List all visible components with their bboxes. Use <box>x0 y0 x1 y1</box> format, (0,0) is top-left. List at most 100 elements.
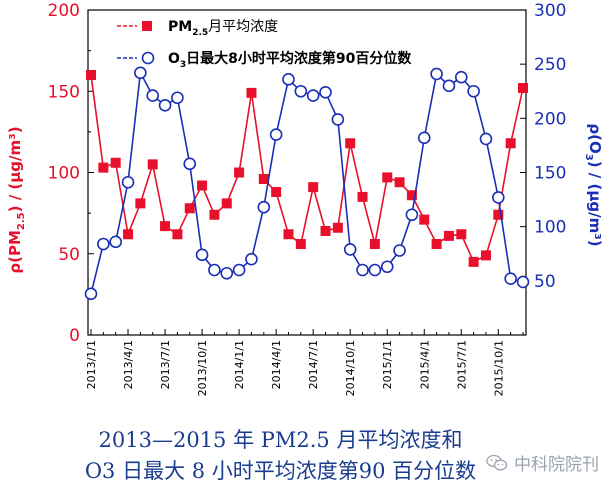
watermark: 中科院院刊 <box>486 450 599 475</box>
data-point <box>417 131 431 145</box>
data-point <box>504 272 517 285</box>
data-point <box>320 226 331 236</box>
x-tick-label: 2013/4/1 <box>122 340 135 389</box>
legend-pm-label: PM2.5月平均浓度 <box>168 19 278 38</box>
right-tick-label: 200 <box>534 109 566 129</box>
left-axis-title-sub: 2.5 <box>16 212 27 230</box>
data-point <box>109 235 122 249</box>
data-point <box>331 113 345 126</box>
data-point <box>467 84 480 98</box>
data-point <box>97 237 110 251</box>
data-point <box>493 209 504 220</box>
data-point <box>468 256 479 267</box>
data-point <box>220 266 234 280</box>
data-point <box>172 229 183 240</box>
right-axis-title-suffix: ) / (μg/m³) <box>586 161 604 247</box>
data-point <box>282 73 295 86</box>
x-tick-label: 2014/4/1 <box>270 340 283 389</box>
data-point <box>121 175 135 189</box>
data-point <box>332 222 343 233</box>
x-tick-label: 2014/10/1 <box>344 340 357 396</box>
data-point <box>306 89 320 102</box>
data-point <box>147 159 158 170</box>
x-tick-label: 2013/1/1 <box>85 340 98 389</box>
data-point <box>369 239 380 249</box>
data-point <box>492 191 505 204</box>
data-point <box>516 275 530 289</box>
data-point <box>368 263 382 277</box>
left-axis-title: ρ(PM2.5) / (μg/m³) <box>6 126 27 273</box>
data-point <box>431 239 442 249</box>
data-point <box>319 86 332 99</box>
caption-line-2: O3 日最大 8 小时平均浓度第90 百分位数 <box>84 459 477 483</box>
left-tick-label: 100 <box>48 164 80 184</box>
data-point <box>98 162 109 173</box>
right-tick-label: 50 <box>534 272 556 292</box>
caption-line-1: 2013—2015 年 PM2.5 月平均浓度和 <box>98 428 463 452</box>
legend-pm-suffix: 月平均浓度 <box>208 19 278 35</box>
data-point <box>456 229 467 240</box>
data-point <box>405 208 419 222</box>
right-tick-label: 250 <box>534 55 566 75</box>
x-tick-label: 2013/7/1 <box>159 340 172 389</box>
data-point <box>443 230 454 241</box>
data-point <box>86 70 96 80</box>
x-tick-label: 2013/10/1 <box>196 340 209 396</box>
legend-o3-sub: 3 <box>180 60 186 70</box>
legend-pm-marker <box>142 21 152 31</box>
x-tick-label: 2014/7/1 <box>307 340 320 389</box>
data-point <box>234 167 245 178</box>
data-point <box>183 157 197 171</box>
data-point <box>357 191 368 202</box>
data-point <box>184 203 195 214</box>
legend-o3-label: O3日最大8小时平均浓度第90百分位数 <box>168 50 412 70</box>
data-point <box>171 91 184 105</box>
data-point <box>110 157 121 168</box>
right-axis-title-sub: 3 <box>583 154 594 161</box>
data-point <box>394 177 405 188</box>
data-point <box>406 190 417 201</box>
legend-o3-marker <box>141 51 155 65</box>
data-point <box>356 263 369 277</box>
right-tick-label: 100 <box>534 218 566 238</box>
data-point <box>271 187 282 197</box>
data-point <box>295 239 306 249</box>
data-point <box>258 174 269 184</box>
data-point <box>382 172 393 183</box>
data-point <box>419 214 430 225</box>
legend-o3-prefix: O <box>168 51 180 67</box>
left-axis-title-prefix: ρ(PM <box>6 230 24 274</box>
data-point <box>345 138 356 149</box>
data-point <box>393 244 406 257</box>
legend-o3-suffix: 日最大8小时平均浓度第90百分位数 <box>186 50 412 67</box>
data-point <box>518 83 528 93</box>
right-axis-title: ρ(O3) / (μg/m³) <box>583 123 604 246</box>
left-tick-label: 0 <box>69 326 80 346</box>
data-point <box>123 229 134 240</box>
legend-pm-sub: 2.5 <box>192 28 208 38</box>
data-point <box>294 84 308 98</box>
right-tick-label: 300 <box>534 1 566 21</box>
data-point <box>308 182 319 193</box>
data-point <box>430 67 443 81</box>
data-point <box>208 263 221 277</box>
data-point <box>442 79 456 93</box>
data-point <box>84 287 98 301</box>
data-point <box>246 87 257 98</box>
x-tick-label: 2015/7/1 <box>455 340 468 389</box>
data-point <box>146 89 160 102</box>
legend: PM2.5月平均浓度 O3日最大8小时平均浓度第90百分位数 <box>117 19 412 70</box>
x-axis: 2013/1/1 2013/4/1 2013/7/1 2013/10/1 2014/1/… <box>85 329 524 396</box>
data-point <box>454 70 468 84</box>
data-point <box>221 198 232 209</box>
series-o3 <box>84 66 530 301</box>
data-point <box>160 221 171 232</box>
data-point <box>245 252 258 266</box>
data-point <box>505 138 516 149</box>
data-point <box>197 180 208 191</box>
right-axis-title-prefix: ρ(O <box>586 123 604 153</box>
right-axis: 50 100 150 200 250 300 <box>520 1 566 292</box>
data-point <box>269 128 283 141</box>
data-point <box>134 66 147 80</box>
